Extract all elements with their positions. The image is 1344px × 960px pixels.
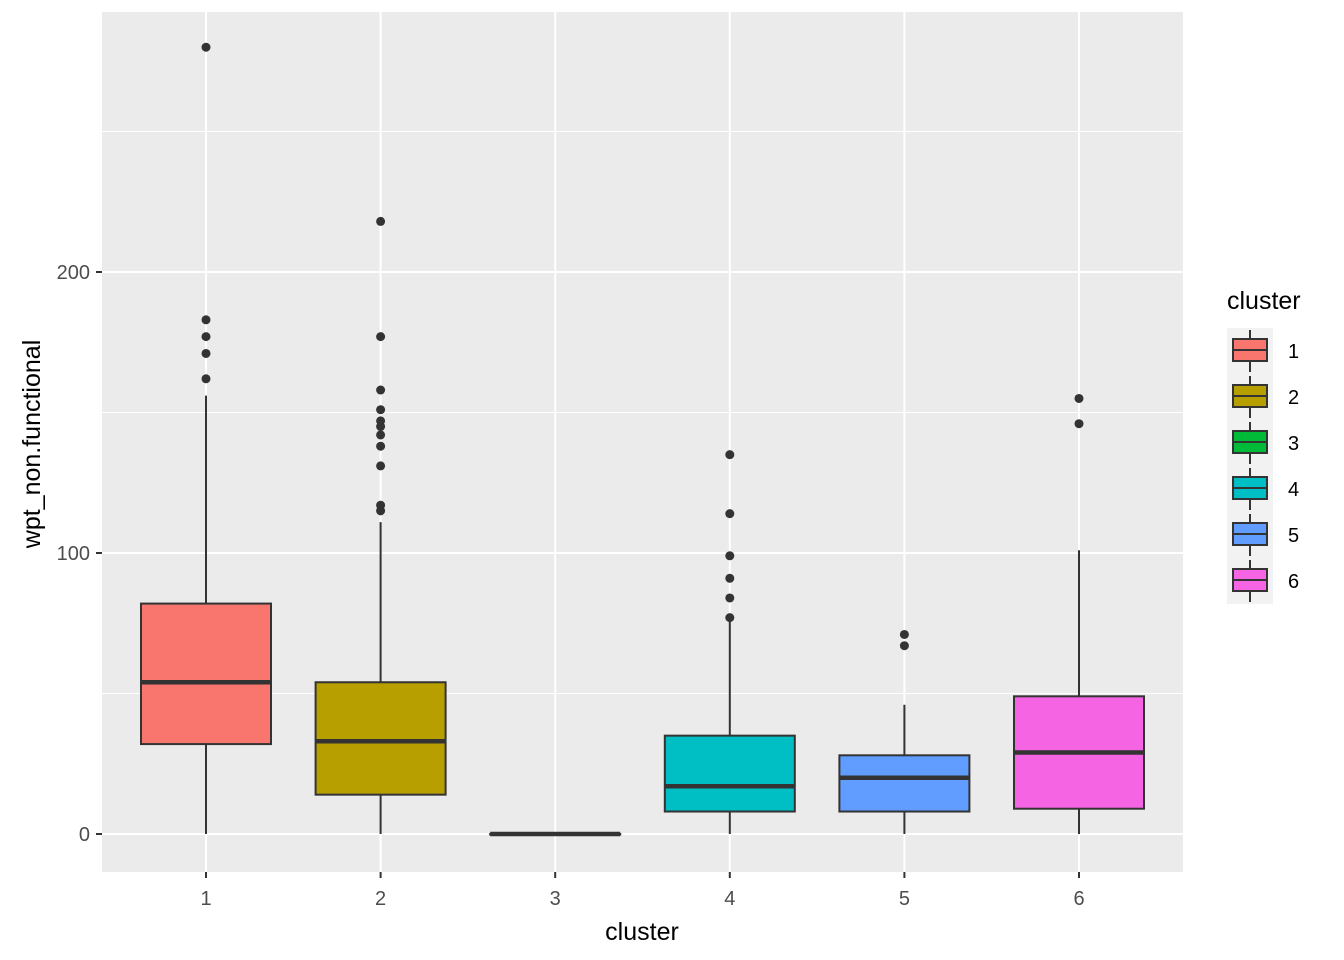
y-tick-label: 200 — [57, 262, 90, 284]
box-iqr — [838, 754, 971, 813]
legend-label: 3 — [1288, 433, 1299, 455]
outlier-point — [376, 405, 386, 415]
outlier-point — [725, 613, 735, 623]
outlier-point — [376, 430, 386, 440]
legend-item-5: 5 — [1232, 514, 1299, 556]
outlier-point — [376, 441, 386, 451]
legend-key-background — [1227, 328, 1273, 604]
box-group-5 — [838, 629, 971, 834]
box-group-3 — [489, 831, 622, 837]
outlier-point — [201, 332, 211, 342]
x-axis-title: cluster — [605, 918, 679, 946]
plot-panel — [102, 12, 1183, 872]
x-tick-label: 2 — [375, 888, 386, 910]
outlier-point — [1074, 393, 1084, 403]
x-tick-label: 1 — [200, 888, 211, 910]
box-group-4 — [663, 450, 796, 834]
outlier-point — [201, 374, 211, 384]
outlier-point — [376, 385, 386, 395]
legend-item-4: 4 — [1232, 468, 1299, 510]
y-axis-title: wpt_non.functional — [18, 340, 46, 549]
outlier-point — [725, 593, 735, 603]
x-tick-label: 4 — [724, 888, 735, 910]
box-iqr — [140, 602, 272, 746]
outlier-point — [725, 509, 735, 519]
legend-label: 6 — [1288, 571, 1299, 593]
legend-label: 2 — [1288, 387, 1299, 409]
legend-label: 5 — [1288, 525, 1299, 547]
box-iqr — [314, 681, 447, 796]
x-tick-label: 5 — [899, 888, 910, 910]
outlier-point — [376, 500, 386, 510]
box-iqr — [663, 734, 796, 813]
outlier-point — [1074, 419, 1084, 429]
legend-item-2: 2 — [1232, 376, 1299, 418]
outlier-point — [899, 629, 909, 639]
legend-keys: 1 2 3 4 5 6 — [1227, 328, 1299, 604]
outlier-point — [725, 551, 735, 561]
legend-item-1: 1 — [1232, 330, 1299, 372]
y-tick-label: 0 — [79, 824, 90, 846]
legend-item-3: 3 — [1232, 422, 1299, 464]
box-group-2 — [314, 216, 447, 834]
outlier-point — [376, 461, 386, 471]
legend-title: cluster — [1227, 287, 1301, 315]
outlier-point — [201, 42, 211, 52]
box-group-6 — [1013, 393, 1145, 834]
x-tick-label: 6 — [1073, 888, 1084, 910]
box-group-1 — [140, 42, 272, 834]
box-series — [140, 42, 1145, 837]
outlier-point — [899, 641, 909, 651]
x-tick-label: 3 — [550, 888, 561, 910]
legend-item-6: 6 — [1232, 560, 1299, 602]
legend-label: 1 — [1288, 341, 1299, 363]
outlier-point — [201, 348, 211, 358]
outlier-point — [376, 332, 386, 342]
outlier-point — [376, 416, 386, 426]
outlier-point — [376, 216, 386, 226]
axes: 0 100 200 1 2 3 4 5 6 — [57, 262, 1085, 910]
outlier-point — [725, 573, 735, 583]
outlier-point — [201, 315, 211, 325]
outlier-point — [725, 450, 735, 460]
y-tick-label: 100 — [57, 543, 90, 565]
legend-label: 4 — [1288, 479, 1299, 501]
legend: cluster 1 2 3 4 5 6 — [1227, 287, 1301, 604]
